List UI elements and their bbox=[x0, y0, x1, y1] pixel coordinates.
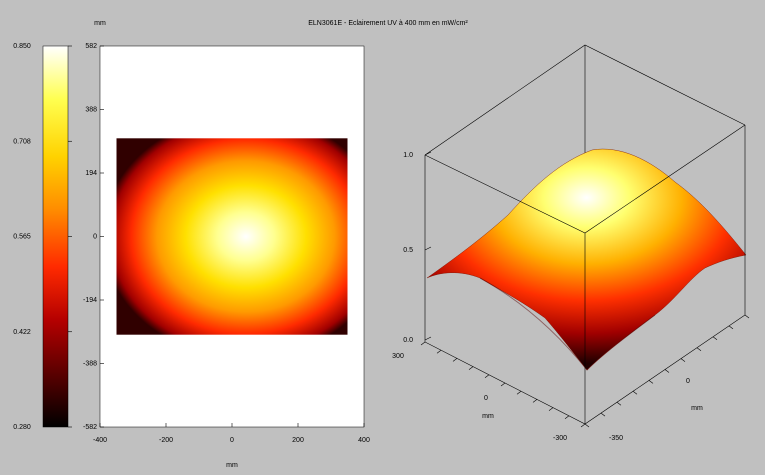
top-view-y-tick-label: 582 bbox=[85, 43, 97, 50]
top-view-x-tick-label: -400 bbox=[93, 437, 107, 444]
surface-ticks: 1.0 0.5 0.0 300 0 -300 0 -350 bbox=[392, 151, 750, 442]
top-view-y-tick-label: -388 bbox=[83, 361, 97, 368]
surface-y-tick-label: -350 bbox=[609, 435, 623, 442]
colorbar-gradient bbox=[42, 45, 69, 428]
surface-y-tick-mark bbox=[632, 391, 638, 395]
surface-mesh bbox=[426, 148, 747, 371]
top-view-xlabel: mm bbox=[226, 462, 238, 469]
top-view-x-tick-label: -200 bbox=[159, 437, 173, 444]
surface-z-tick-mark bbox=[424, 336, 432, 341]
surface-y-tick-mark bbox=[728, 325, 734, 330]
colorbar: 0.850 0.708 0.565 0.422 0.280 bbox=[13, 43, 72, 431]
colorbar-tick-label: 0.280 bbox=[13, 424, 31, 431]
surface-y-tick-mark bbox=[648, 380, 654, 384]
surface-x-tick-mark bbox=[420, 341, 426, 346]
surface-x-tick-mark bbox=[564, 415, 570, 420]
top-view-y-tick-label: -582 bbox=[83, 424, 97, 431]
surface-z-tick-label: 1.0 bbox=[403, 152, 413, 159]
colorbar-tick-label: 0.708 bbox=[13, 138, 31, 145]
surface-z-tick-mark bbox=[424, 151, 432, 156]
surface-y-tick-mark bbox=[696, 347, 702, 351]
colorbar-tick-label: 0.422 bbox=[13, 329, 31, 336]
surface-y-tick-mark bbox=[584, 423, 590, 428]
surface-x-tick-label: 0 bbox=[484, 395, 488, 402]
colorbar-ticks: 0.850 0.708 0.565 0.422 0.280 bbox=[13, 43, 72, 431]
surface-ylabel: mm bbox=[691, 405, 703, 412]
surface-y-tick-mark bbox=[664, 369, 670, 373]
surface-xlabel: mm bbox=[482, 413, 494, 420]
surface-x-tick-mark bbox=[484, 374, 490, 379]
top-view-y-tick-label: 0 bbox=[93, 234, 97, 241]
top-view-panel: -400 -200 0 200 400 582 388 194 0 -194 -388 -582 mm… bbox=[83, 20, 370, 469]
top-view-ticks: -400 -200 0 200 400 582 388 194 0 -194 -388 -582 bbox=[83, 43, 370, 444]
top-view-y-tick-label: 194 bbox=[85, 170, 97, 177]
surface-y-tick-mark bbox=[712, 336, 718, 341]
surface-x-tick-mark bbox=[452, 358, 458, 362]
surface-y-tick-mark bbox=[744, 314, 750, 319]
surface-x-tick-mark bbox=[580, 423, 586, 428]
surface-x-tick-label: 300 bbox=[392, 353, 404, 360]
surface-x-tick-mark bbox=[468, 366, 474, 370]
surface-title: ELN3061E - Eclairement UV à 400 mm en mW… bbox=[308, 20, 468, 27]
surface-x-tick-mark bbox=[532, 399, 538, 403]
surface-z-tick-mark bbox=[424, 246, 432, 251]
colorbar-tick-label: 0.565 bbox=[13, 234, 31, 241]
surface-y-tick-label: 0 bbox=[686, 378, 690, 385]
colorbar-tick-label: 0.850 bbox=[13, 43, 31, 50]
surface-panel: ELN3061E - Eclairement UV à 400 mm en mW… bbox=[308, 20, 750, 442]
surface-z-tick-label: 0.0 bbox=[403, 337, 413, 344]
top-view-x-tick-label: 0 bbox=[230, 437, 234, 444]
surface-y-tick-mark bbox=[680, 358, 686, 362]
surface-z-tick-label: 0.5 bbox=[403, 247, 413, 254]
top-view-x-tick-label: 200 bbox=[292, 437, 304, 444]
surface-shadow-ridge bbox=[479, 277, 656, 371]
surface-x-tick-label: -300 bbox=[553, 435, 567, 442]
top-view-x-tick-label: 400 bbox=[358, 437, 370, 444]
top-view-unit-label: mm bbox=[94, 20, 106, 27]
surface-x-tick-mark bbox=[436, 349, 442, 354]
top-view-y-tick-label: -194 bbox=[83, 297, 97, 304]
surface-x-tick-mark bbox=[548, 407, 554, 411]
surface-y-tick-mark bbox=[600, 412, 606, 417]
surface-y-tick-mark bbox=[616, 401, 622, 406]
top-view-heatmap bbox=[116, 138, 348, 335]
surface-x-tick-mark bbox=[516, 390, 522, 395]
surface-x-tick-mark bbox=[500, 382, 506, 387]
top-view-y-tick-label: 388 bbox=[85, 107, 97, 114]
